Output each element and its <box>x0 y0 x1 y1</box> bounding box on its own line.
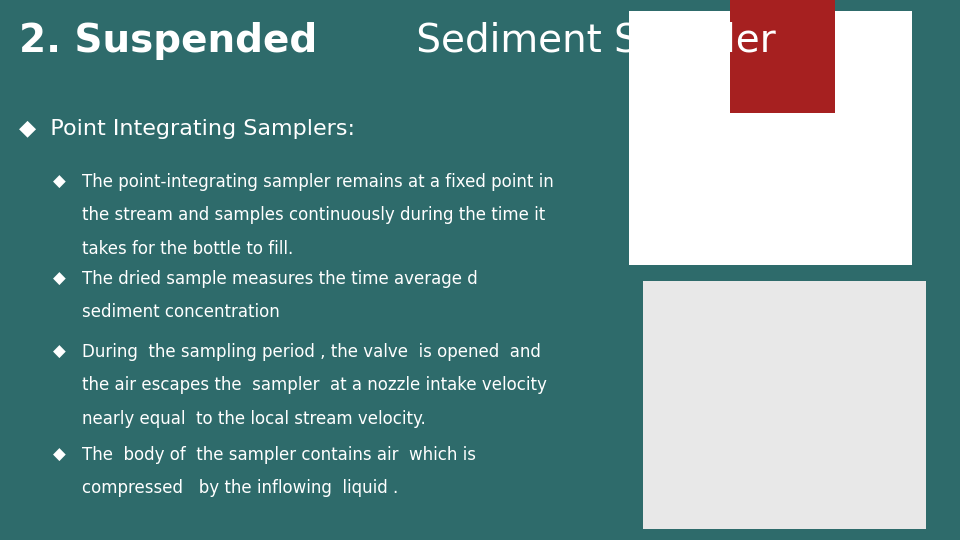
Text: ◆  Point Integrating Samplers:: ◆ Point Integrating Samplers: <box>19 119 355 139</box>
Text: the air escapes the  sampler  at a nozzle intake velocity: the air escapes the sampler at a nozzle … <box>82 376 546 394</box>
Text: ◆: ◆ <box>53 343 65 361</box>
Text: Sediment Sampler: Sediment Sampler <box>404 22 776 59</box>
Text: The point-integrating sampler remains at a fixed point in: The point-integrating sampler remains at… <box>82 173 553 191</box>
Text: compressed   by the inflowing  liquid .: compressed by the inflowing liquid . <box>82 479 397 497</box>
Text: ◆: ◆ <box>53 270 65 288</box>
Text: takes for the bottle to fill.: takes for the bottle to fill. <box>82 240 293 258</box>
Text: the stream and samples continuously during the time it: the stream and samples continuously duri… <box>82 206 545 224</box>
Bar <box>629 11 912 265</box>
Text: 2. Suspended: 2. Suspended <box>19 22 318 59</box>
Text: The dried sample measures the time average d: The dried sample measures the time avera… <box>82 270 477 288</box>
Bar <box>643 281 926 529</box>
Bar <box>730 0 835 113</box>
Text: ◆: ◆ <box>53 446 65 463</box>
Text: During  the sampling period , the valve  is opened  and: During the sampling period , the valve i… <box>82 343 540 361</box>
Text: sediment concentration: sediment concentration <box>82 303 279 321</box>
Text: nearly equal  to the local stream velocity.: nearly equal to the local stream velocit… <box>82 410 425 428</box>
Text: The  body of  the sampler contains air  which is: The body of the sampler contains air whi… <box>82 446 475 463</box>
Text: ◆: ◆ <box>53 173 65 191</box>
